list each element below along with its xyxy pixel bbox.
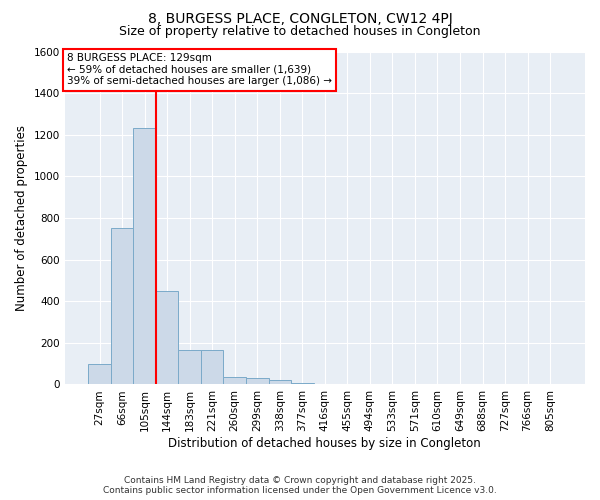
Text: 8, BURGESS PLACE, CONGLETON, CW12 4PJ: 8, BURGESS PLACE, CONGLETON, CW12 4PJ [148,12,452,26]
Bar [88,364,111,384]
Bar [156,291,178,384]
Y-axis label: Number of detached properties: Number of detached properties [15,125,28,311]
Text: 8 BURGESS PLACE: 129sqm
← 59% of detached houses are smaller (1,639)
39% of semi: 8 BURGESS PLACE: 129sqm ← 59% of detache… [67,53,332,86]
Bar [133,128,156,384]
Text: Contains HM Land Registry data © Crown copyright and database right 2025.
Contai: Contains HM Land Registry data © Crown c… [103,476,497,495]
Bar [201,350,223,384]
Bar [111,228,133,384]
Bar [223,377,246,384]
Bar [246,378,269,384]
Text: Size of property relative to detached houses in Congleton: Size of property relative to detached ho… [119,25,481,38]
Bar [269,380,291,384]
X-axis label: Distribution of detached houses by size in Congleton: Distribution of detached houses by size … [169,437,481,450]
Bar [178,350,201,384]
